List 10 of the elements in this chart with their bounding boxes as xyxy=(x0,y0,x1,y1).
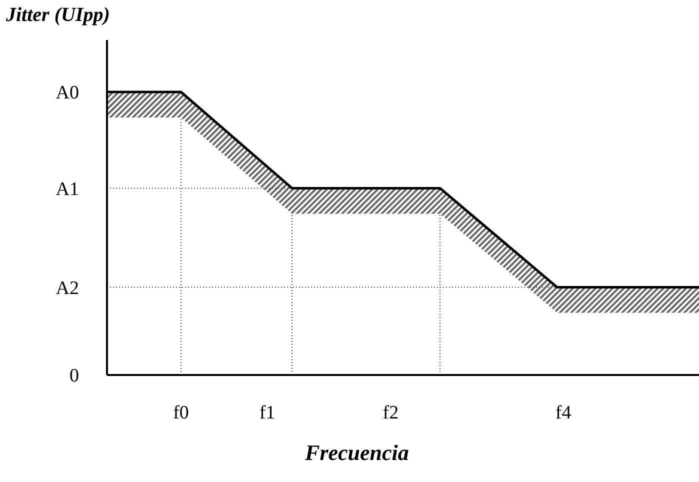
x-tick-label: f0 xyxy=(173,402,189,424)
text: A0 xyxy=(56,82,79,104)
x-tick-label: f4 xyxy=(555,402,572,424)
ref-line-label: A1 xyxy=(56,178,79,200)
x-tick-label: f1 xyxy=(259,402,276,424)
x-axis-title: Frecuencia xyxy=(304,440,410,466)
x-tick-label: f2 xyxy=(382,402,399,424)
y-axis-title: Jitter (UIpp) xyxy=(6,4,110,27)
text: 0 xyxy=(70,366,79,387)
ref-line-label: A2 xyxy=(56,278,79,300)
